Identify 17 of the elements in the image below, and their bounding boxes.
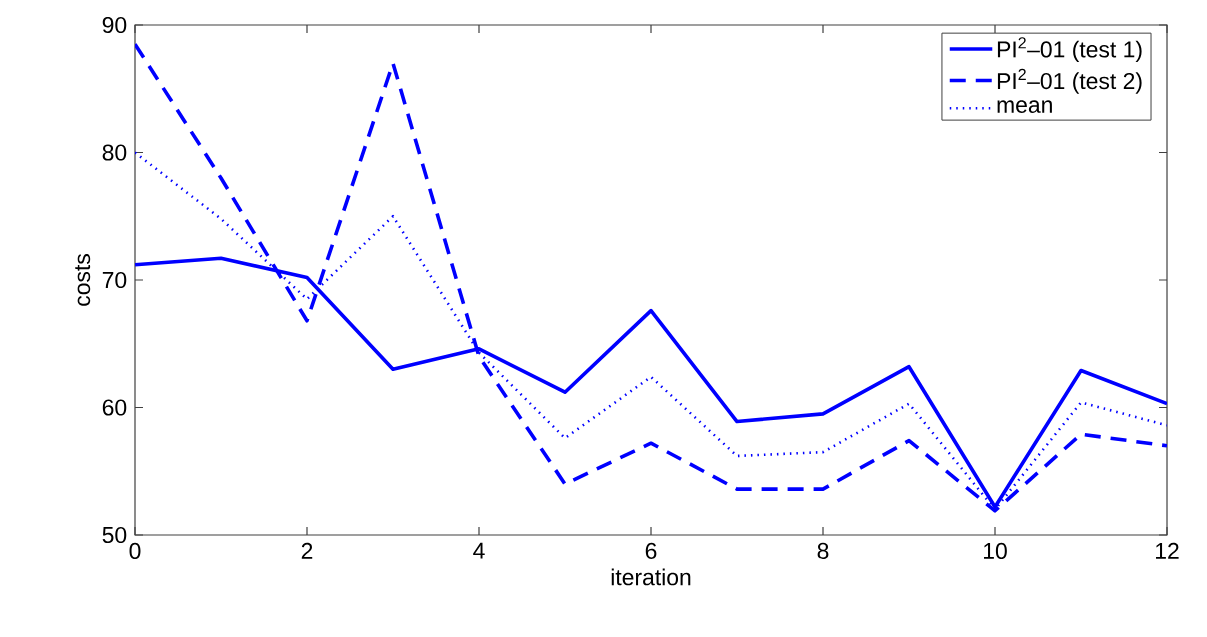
y-tick-label: 80 <box>102 144 127 161</box>
y-axis-title: costs <box>75 254 91 306</box>
legend-label: PI$^{2}$–01 (test 1) <box>997 37 1142 63</box>
x-tick-label: 10 <box>984 542 1007 560</box>
y-tick-label: 90 <box>102 16 127 34</box>
legend-label: PI$^{2}$–01 (test 2) <box>997 68 1142 94</box>
x-tick-label: 0 <box>129 542 141 560</box>
y-tick-label: 60 <box>102 399 127 416</box>
x-tick-label: 4 <box>473 542 485 559</box>
x-tick-label: 12 <box>1156 542 1179 559</box>
x-tick-label: 2 <box>301 542 313 559</box>
y-tick-label: 70 <box>102 271 127 289</box>
x-axis-title: iteration <box>611 568 691 586</box>
legend-label: mean <box>997 100 1052 113</box>
x-tick-label: 6 <box>645 542 657 560</box>
y-tick-label: 50 <box>102 526 127 544</box>
x-tick-label: 8 <box>817 542 829 560</box>
